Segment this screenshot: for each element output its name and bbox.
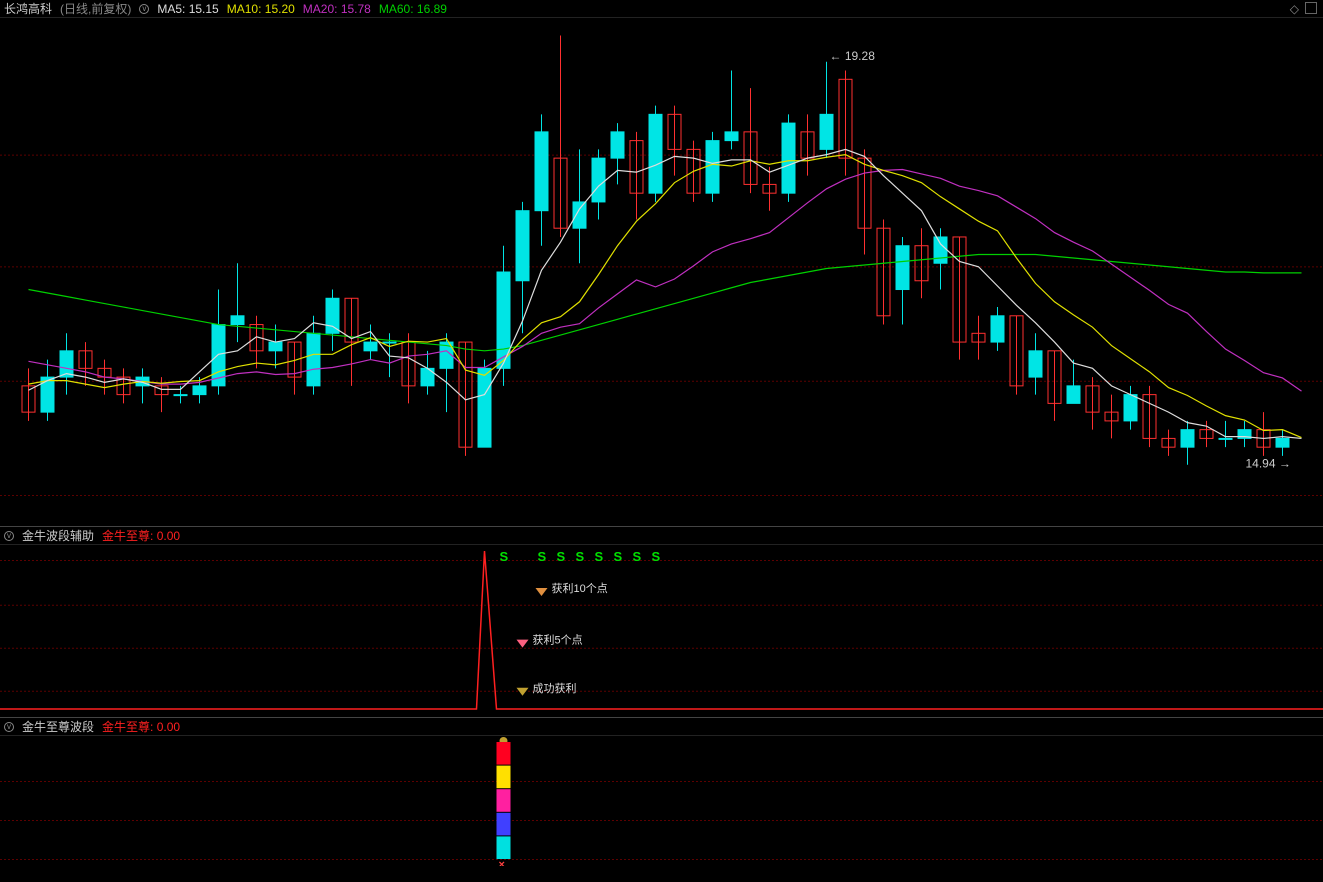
sub1-header: v 金牛波段辅助 金牛至尊: 0.00 xyxy=(0,527,1323,545)
svg-text:S: S xyxy=(557,549,566,564)
restore-icon[interactable] xyxy=(1305,2,1317,14)
sub2-legend: 金牛至尊: 0.00 xyxy=(102,718,180,735)
svg-text:S: S xyxy=(576,549,585,564)
sub2-title: 金牛至尊波段 xyxy=(22,718,94,735)
svg-text:S: S xyxy=(538,549,547,564)
ma10-label: MA10: 15.20 xyxy=(227,2,295,16)
sub1-chart[interactable]: SSSSSSSS获利10个点获利5个点成功获利 xyxy=(0,545,1323,717)
svg-text:← 19.28: ← 19.28 xyxy=(830,49,876,63)
main-panel: 长鸿高科 (日线,前复权) v MA5: 15.15 MA10: 15.20 M… xyxy=(0,0,1323,526)
svg-text:S: S xyxy=(595,549,604,564)
ma60-label: MA60: 16.89 xyxy=(379,2,447,16)
sub1-title: 金牛波段辅助 xyxy=(22,527,94,544)
collapse-icon[interactable]: v xyxy=(4,531,14,541)
svg-text:获利10个点: 获利10个点 xyxy=(552,582,608,595)
sub1-legend: 金牛至尊: 0.00 xyxy=(102,527,180,544)
sub-panel-2: v 金牛至尊波段 金牛至尊: 0.00 × xyxy=(0,717,1323,866)
candlestick-chart[interactable]: ← 19.28 14.94 → xyxy=(0,18,1323,526)
collapse-icon[interactable]: v xyxy=(139,4,149,14)
ma20-label: MA20: 15.78 xyxy=(303,2,371,16)
sub2-header: v 金牛至尊波段 金牛至尊: 0.00 xyxy=(0,718,1323,736)
ma5-label: MA5: 15.15 xyxy=(157,2,218,16)
period-label: (日线,前复权) xyxy=(60,0,131,17)
sub-panel-1: v 金牛波段辅助 金牛至尊: 0.00 SSSSSSSS获利10个点获利5个点成… xyxy=(0,526,1323,717)
svg-text:S: S xyxy=(652,549,661,564)
svg-text:S: S xyxy=(633,549,642,564)
sub2-chart[interactable]: × xyxy=(0,736,1323,866)
main-header: 长鸿高科 (日线,前复权) v MA5: 15.15 MA10: 15.20 M… xyxy=(0,0,1323,18)
svg-text:S: S xyxy=(500,549,509,564)
svg-text:获利5个点: 获利5个点 xyxy=(533,634,583,647)
svg-text:成功获利: 成功获利 xyxy=(533,682,577,695)
svg-text:×: × xyxy=(499,859,505,866)
diamond-icon[interactable]: ◇ xyxy=(1290,2,1299,16)
stock-name: 长鸿高科 xyxy=(4,0,52,17)
collapse-icon[interactable]: v xyxy=(4,722,14,732)
svg-text:S: S xyxy=(614,549,623,564)
svg-text:14.94 →: 14.94 → xyxy=(1246,457,1291,471)
